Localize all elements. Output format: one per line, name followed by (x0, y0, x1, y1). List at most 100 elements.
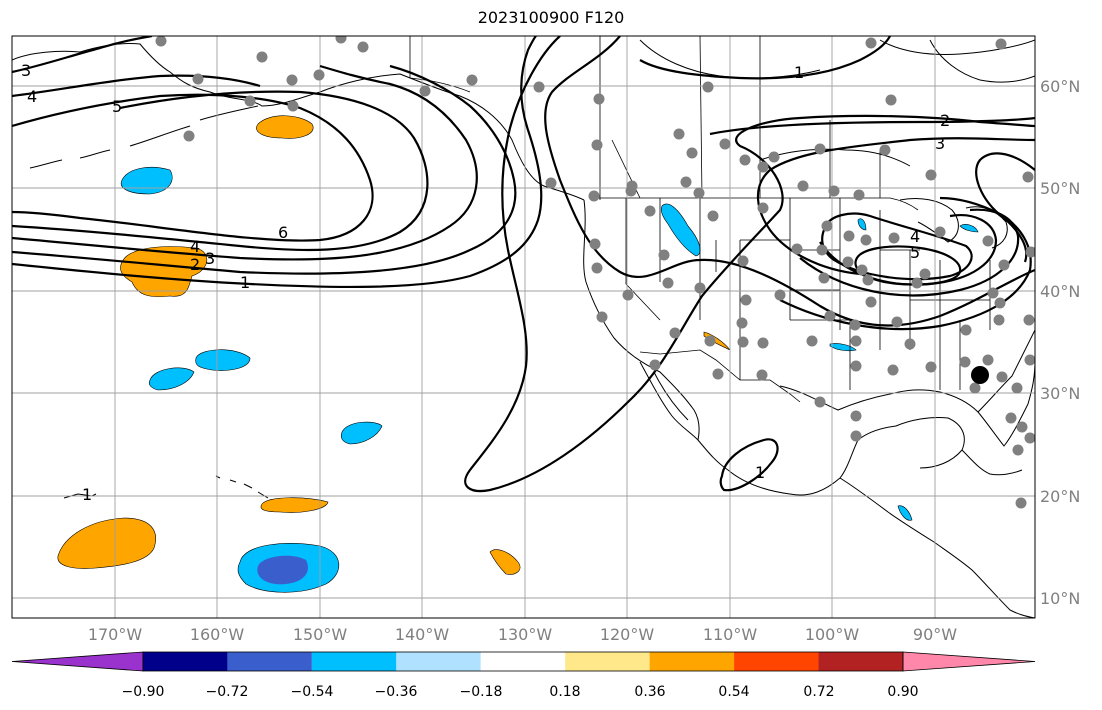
station-point (842, 256, 854, 268)
contour-line (975, 152, 1035, 263)
station-point (1012, 444, 1024, 456)
station-point (934, 226, 946, 238)
coastlines (12, 39, 1035, 618)
station-point (757, 337, 769, 349)
station-point (662, 277, 674, 289)
station-point (704, 335, 716, 347)
us-canada-border (594, 197, 919, 211)
colorbar-segment (818, 652, 903, 671)
station-point (774, 289, 786, 301)
contour-line (464, 36, 1035, 493)
station-point (860, 234, 872, 246)
station-point (591, 262, 603, 274)
station-point (850, 335, 862, 347)
anomaly-region (829, 343, 857, 352)
station-point (680, 176, 692, 188)
station-point (850, 360, 862, 372)
aleutian-islands (29, 105, 259, 169)
station-point (987, 287, 999, 299)
contour-label: 1 (240, 273, 250, 292)
caribbean-coast (961, 449, 1023, 476)
station-point (879, 144, 891, 156)
anomaly-region (959, 224, 979, 233)
station-point (286, 74, 298, 86)
station-point (1023, 314, 1035, 326)
station-point (736, 317, 748, 329)
anomaly-region (857, 218, 867, 231)
station-point (994, 297, 1006, 309)
lon-label: 90°W (913, 625, 957, 644)
contour-labels: 3 4 5 6 4 2 3 1 1 2 3 4 5 1 1 (21, 61, 950, 504)
contour-lines (12, 36, 1035, 493)
station-point (658, 249, 670, 261)
contour-line (756, 137, 1035, 276)
central-america (839, 477, 1035, 618)
station-point (287, 100, 299, 112)
station-point (419, 85, 431, 97)
station-point (1024, 432, 1035, 444)
station-point (155, 36, 167, 47)
colorbar-segment (143, 652, 228, 671)
colorbar-segment (227, 652, 312, 671)
station-point (768, 151, 780, 163)
map-title: 2023100900 F120 (477, 8, 625, 27)
contour-label: 3 (21, 61, 31, 80)
lon-label: 150°W (293, 625, 348, 644)
contour-line (12, 90, 429, 252)
hudson-bay (759, 39, 1035, 167)
station-point (856, 264, 868, 276)
contour-label: 4 (190, 237, 200, 256)
colorbar-tick-label: −0.18 (460, 684, 503, 700)
station-point (925, 361, 937, 373)
station-point (669, 327, 681, 339)
baja-california (639, 361, 699, 441)
lon-label: 130°W (498, 625, 553, 644)
station-point (888, 232, 900, 244)
station-point (960, 324, 972, 336)
station-point (466, 74, 478, 86)
colorbar-tick-label: −0.72 (206, 684, 249, 700)
contour-line (719, 438, 779, 492)
station-point (589, 238, 601, 250)
anomaly-region (489, 549, 521, 575)
station-point (686, 147, 698, 159)
contour-label: 3 (935, 134, 945, 153)
anomaly-region (195, 349, 251, 371)
station-point (925, 169, 937, 181)
station-point (591, 139, 603, 151)
gulf-coast (779, 359, 1035, 447)
station-point (853, 189, 865, 201)
lon-label: 110°W (703, 625, 758, 644)
station-point (757, 202, 769, 214)
station-point (885, 94, 897, 106)
station-point (996, 371, 1008, 383)
station-point (712, 368, 724, 380)
contour-line (12, 93, 374, 242)
latitude-labels: 60°N 50°N 40°N 30°N 20°N 10°N (1040, 77, 1080, 608)
lat-label: 30°N (1040, 384, 1080, 403)
borders (409, 36, 991, 403)
station-point (1025, 246, 1035, 258)
station-point (995, 38, 1007, 50)
graticule (12, 36, 1035, 618)
station-point (622, 289, 634, 301)
longitude-labels: 170°W 160°W 150°W 140°W 130°W 120°W 110°… (88, 625, 957, 644)
contour-line (12, 36, 153, 74)
station-point (596, 311, 608, 323)
contour-line (799, 208, 1020, 297)
station-point (791, 243, 803, 255)
alaska-coastline (12, 43, 585, 201)
station-point (814, 396, 826, 408)
contour-line (854, 245, 962, 286)
anomaly-region (148, 367, 195, 391)
station-point (357, 41, 369, 53)
station-point (694, 282, 706, 294)
anomaly-region (260, 497, 329, 513)
contour-label: 2 (940, 111, 950, 130)
station-point (806, 335, 818, 347)
station-point (313, 69, 325, 81)
anomaly-region (120, 246, 208, 297)
colorbar-tick-labels: −0.90 −0.72 −0.54 −0.36 −0.18 0.18 0.36 … (122, 684, 919, 700)
contour-label: 4 (910, 227, 920, 246)
contour-label: 1 (82, 485, 92, 504)
